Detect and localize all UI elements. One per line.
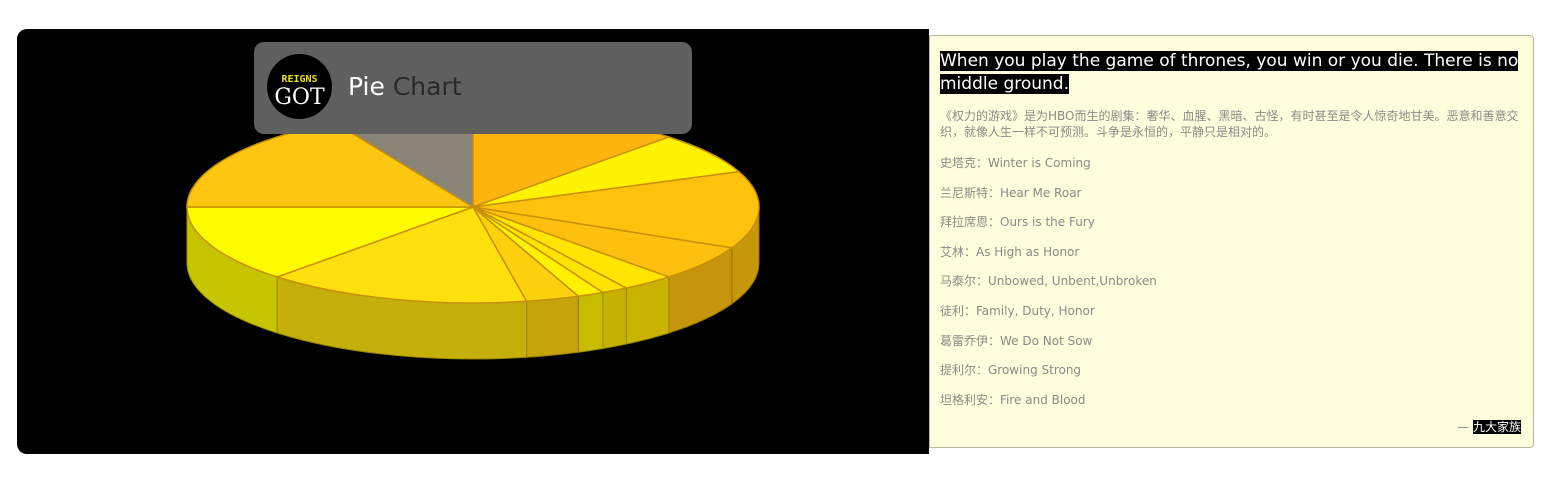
pie-slice-side	[577, 291, 604, 353]
signature-name: 九大家族	[1472, 420, 1521, 434]
quote-english: When you play the game of thrones, you w…	[940, 50, 1524, 96]
chart-header: REIGNS GOT Pie Chart	[254, 42, 692, 134]
pie-slice[interactable]	[274, 206, 528, 304]
logo-text-top: REIGNS	[281, 74, 317, 85]
house-item: 兰尼斯特：Hear Me Roar	[940, 185, 1082, 200]
got-logo: REIGNS GOT	[267, 54, 332, 119]
pie-slice[interactable]	[472, 170, 760, 249]
pie-slice[interactable]	[186, 206, 474, 278]
quote-chinese: 《权力的游戏》是为HBO而生的剧集：奢华、血腥、黑暗、古怪，有时甚至是令人惊奇地…	[940, 109, 1519, 139]
signature-dash: —	[1457, 420, 1470, 434]
signature: — 九大家族	[1457, 419, 1521, 435]
logo-text-bottom: GOT	[274, 85, 325, 110]
pie-slice-side	[602, 287, 627, 350]
house-item: 葛雷乔伊：We Do Not Sow	[940, 333, 1093, 348]
pie-slice[interactable]	[472, 136, 741, 208]
house-item: 提利尔：Growing Strong	[940, 363, 1082, 378]
quote-english-text: When you play the game of thrones, you w…	[940, 51, 1519, 94]
house-item: 马泰尔：Unbowed, Unbent,Unbroken	[940, 274, 1157, 289]
house-list: 史塔克：Winter is Coming 兰尼斯特：Hear Me Roar 拜拉席…	[940, 154, 1157, 420]
chart-title: Pie Chart	[348, 72, 462, 102]
house-item: 徒利：Family, Duty, Honor	[940, 303, 1095, 318]
chart-title-light: Chart	[392, 72, 462, 101]
house-item: 史塔克：Winter is Coming	[940, 156, 1091, 170]
house-item: 拜拉席恩：Ours is the Fury	[940, 215, 1095, 230]
house-item: 坦格利安：Fire and Blood	[940, 392, 1086, 407]
chart-panel: REIGNS GOT Pie Chart	[17, 29, 929, 454]
pie-slice-side	[526, 295, 579, 358]
pie-chart	[186, 110, 760, 360]
chart-title-bold: Pie	[348, 72, 385, 101]
quote-panel: When you play the game of thrones, you w…	[929, 35, 1534, 448]
house-item: 艾林：As High as Honor	[940, 244, 1080, 259]
